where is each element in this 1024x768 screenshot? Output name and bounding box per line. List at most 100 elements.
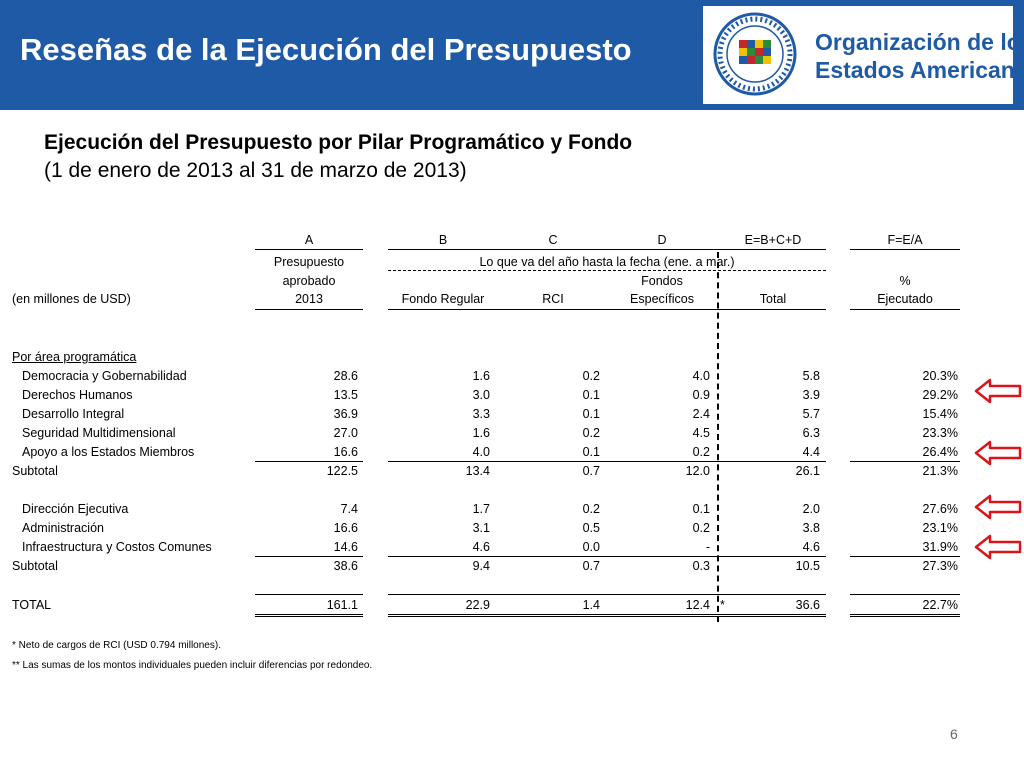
row-label: Desarrollo Integral — [22, 407, 125, 421]
head-year: 2013 — [295, 292, 323, 306]
cell-b: 4.6 — [472, 540, 490, 554]
cell-b: 1.7 — [472, 502, 490, 516]
head-ejecutado: Ejecutado — [877, 292, 933, 306]
cell-a: 38.6 — [333, 559, 358, 573]
col-letter-f: F=E/A — [887, 233, 923, 247]
cell-e: 4.4 — [802, 445, 820, 459]
rule-total-f — [850, 594, 960, 595]
rule-a-head — [255, 309, 363, 310]
cell-c: 0.2 — [582, 426, 600, 440]
cell-c: 0.1 — [582, 445, 600, 459]
page-title: Reseñas de la Ejecución del Presupuesto — [20, 32, 632, 67]
rule-f-top — [850, 249, 960, 250]
cell-d: 0.2 — [692, 521, 710, 535]
cell-c: 0.1 — [582, 388, 600, 402]
cell-f: 20.3% — [922, 369, 958, 383]
cell-b: 13.4 — [465, 464, 490, 478]
row-label: Derechos Humanos — [22, 388, 133, 402]
head-rci: RCI — [542, 292, 564, 306]
col-letter-d: D — [657, 233, 667, 247]
row-label: Subtotal — [12, 559, 58, 573]
cell-f: 23.1% — [922, 521, 958, 535]
rule-double-a — [255, 614, 363, 617]
head-fondo-regular: Fondo Regular — [401, 292, 485, 306]
rule-bcde-top — [388, 249, 826, 250]
row-label: TOTAL — [12, 598, 52, 612]
cell-b: 4.0 — [472, 445, 490, 459]
rule-double-f — [850, 614, 960, 617]
cell-a: 14.6 — [333, 540, 358, 554]
cell-b: 9.4 — [472, 559, 490, 573]
cell-d: 4.5 — [692, 426, 710, 440]
cell-f: 29.2% — [922, 388, 958, 402]
cell-e: 4.6 — [802, 540, 820, 554]
org-name-line2: Estados Americanos — [815, 57, 1024, 83]
cell-d: 0.9 — [692, 388, 710, 402]
rule-total-a — [255, 594, 363, 595]
head-presupuesto: Presupuesto — [273, 255, 345, 269]
col-letter-a: A — [304, 233, 314, 247]
cell-d: 12.4 — [685, 598, 710, 612]
cell-c: 0.7 — [582, 559, 600, 573]
row-label: Dirección Ejecutiva — [22, 502, 129, 516]
cell-c: 0.5 — [582, 521, 600, 535]
cell-b: 3.0 — [472, 388, 490, 402]
cell-d: - — [705, 540, 710, 554]
rule-sub2-bcde — [388, 556, 826, 557]
cell-f: 27.3% — [922, 559, 958, 573]
cell-f: 31.9% — [922, 540, 958, 554]
left-arrow-icon — [974, 378, 1022, 404]
cell-a: 16.6 — [333, 521, 358, 535]
cell-e: 36.6 — [795, 598, 820, 612]
row-label: Seguridad Multidimensional — [22, 426, 176, 440]
cell-c: 0.0 — [582, 540, 600, 554]
cell-d: 4.0 — [692, 369, 710, 383]
span-dashed-rule — [388, 270, 826, 271]
rule-a-top — [255, 249, 363, 250]
rule-bcde-head — [388, 309, 826, 310]
cell-f: 22.7% — [922, 598, 958, 612]
cell-f: 23.3% — [922, 426, 958, 440]
oas-seal-icon — [713, 12, 797, 96]
row-label: Infraestructura y Costos Comunes — [22, 540, 212, 554]
cell-d: 12.0 — [685, 464, 710, 478]
head-pct: % — [899, 274, 911, 288]
row-label: Subtotal — [12, 464, 58, 478]
cell-b: 3.1 — [472, 521, 490, 535]
cell-f: 15.4% — [922, 407, 958, 421]
cell-a: 27.0 — [333, 426, 358, 440]
table-title: Ejecución del Presupuesto por Pilar Prog… — [44, 131, 633, 154]
rule-total-bcde — [388, 594, 826, 595]
cell-a: 7.4 — [340, 502, 358, 516]
cell-e: 3.9 — [802, 388, 820, 402]
cell-a: 122.5 — [326, 464, 358, 478]
rule-sub1-a — [255, 461, 363, 462]
cell-c: 0.2 — [582, 369, 600, 383]
section-label: Por área programática — [12, 350, 137, 364]
left-arrow-icon — [974, 534, 1022, 560]
col-letter-c: C — [548, 233, 558, 247]
cell-b: 22.9 — [465, 598, 490, 612]
cell-a: 28.6 — [333, 369, 358, 383]
cell-e: 10.5 — [795, 559, 820, 573]
rule-sub2-a — [255, 556, 363, 557]
header-band: Reseñas de la Ejecución del Presupuesto … — [0, 0, 1024, 110]
org-name: Organización de los Estados Americanos — [815, 28, 1024, 84]
cell-a: 36.9 — [333, 407, 358, 421]
head-especificos: Específicos — [630, 292, 694, 306]
row-label: Democracia y Gobernabilidad — [22, 369, 187, 383]
cell-e: 5.7 — [802, 407, 820, 421]
head-aprobado: aprobado — [282, 274, 336, 288]
cell-e: 3.8 — [802, 521, 820, 535]
rule-sub2-f — [850, 556, 960, 557]
head-total: Total — [759, 292, 787, 306]
row-label: Administración — [22, 521, 104, 535]
row-label: Apoyo a los Estados Miembros — [22, 445, 195, 459]
cell-f: 26.4% — [922, 445, 958, 459]
cell-c: 0.2 — [582, 502, 600, 516]
footnote-2: ** Las sumas de los montos individuales … — [12, 660, 373, 671]
cell-e: 26.1 — [795, 464, 820, 478]
cell-d: 0.1 — [692, 502, 710, 516]
cell-b: 1.6 — [472, 426, 490, 440]
cell-f: 27.6% — [922, 502, 958, 516]
